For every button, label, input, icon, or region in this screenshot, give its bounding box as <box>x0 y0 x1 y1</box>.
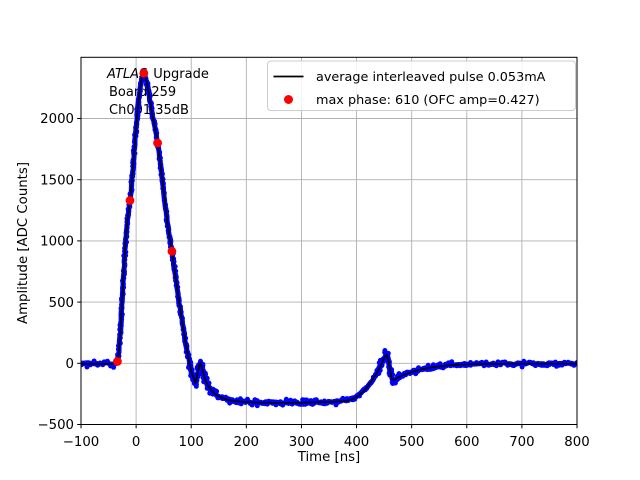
legend-dot-sample <box>284 95 293 104</box>
y-tick-label: −500 <box>37 418 74 433</box>
y-tick-label: 500 <box>49 296 74 311</box>
annotation-upgrade-label: Upgrade <box>153 67 209 82</box>
x-axis-label: Time [ns] <box>297 450 361 465</box>
sample-dot <box>392 380 398 386</box>
sample-dot <box>254 403 260 409</box>
x-tick-label: 500 <box>399 435 424 450</box>
x-tick-label: 800 <box>564 435 589 450</box>
max-phase-dot <box>153 138 163 148</box>
x-tick-label: 100 <box>179 435 204 450</box>
y-axis-label: Amplitude [ADC Counts] <box>16 162 31 324</box>
x-tick-label: 700 <box>509 435 534 450</box>
annotation-block: ATLAS Upgrade Board 259 Ch001 35dB <box>106 67 209 118</box>
y-tick-label: 1500 <box>40 173 74 188</box>
legend-entry-max-phase: max phase: 610 (OFC amp=0.427) <box>316 93 540 108</box>
max-phase-dots <box>113 68 177 366</box>
sample-dot <box>249 402 255 408</box>
y-tick-label: 1000 <box>40 235 74 250</box>
plot-series <box>81 68 577 409</box>
axis-ticks: −100 0 100 200 300 400 500 600 700 800 −500 0 500 100… <box>37 112 589 450</box>
y-tick-label: 0 <box>66 357 74 372</box>
x-tick-label: 0 <box>132 435 140 450</box>
x-tick-label: 600 <box>454 435 479 450</box>
legend: average interleaved pulse 0.053mA max ph… <box>267 60 576 111</box>
sample-dot <box>519 364 525 370</box>
sample-dot <box>214 388 220 394</box>
x-tick-label: −100 <box>63 435 100 450</box>
annotation-experiment-name: ATLAS <box>106 67 147 82</box>
sample-dot <box>382 348 388 353</box>
max-phase-dot <box>113 357 122 366</box>
max-phase-dot <box>139 68 149 78</box>
y-tick-label: 2000 <box>40 112 74 127</box>
average-pulse-line <box>81 72 577 404</box>
legend-box <box>267 60 576 111</box>
x-tick-label: 300 <box>289 435 314 450</box>
x-tick-label: 400 <box>344 435 369 450</box>
annotation-line-1: ATLAS Upgrade <box>106 67 209 82</box>
sample-dot <box>245 396 250 402</box>
sample-dot <box>288 397 294 403</box>
x-tick-label: 200 <box>234 435 259 450</box>
legend-entry-average-pulse: average interleaved pulse 0.053mA <box>316 70 546 85</box>
max-phase-dot <box>125 196 135 205</box>
max-phase-dot <box>167 246 177 256</box>
annotation-channel-label: Ch001 35dB <box>109 103 189 118</box>
sample-dot <box>283 396 289 402</box>
annotation-board-label: Board 259 <box>109 85 176 100</box>
